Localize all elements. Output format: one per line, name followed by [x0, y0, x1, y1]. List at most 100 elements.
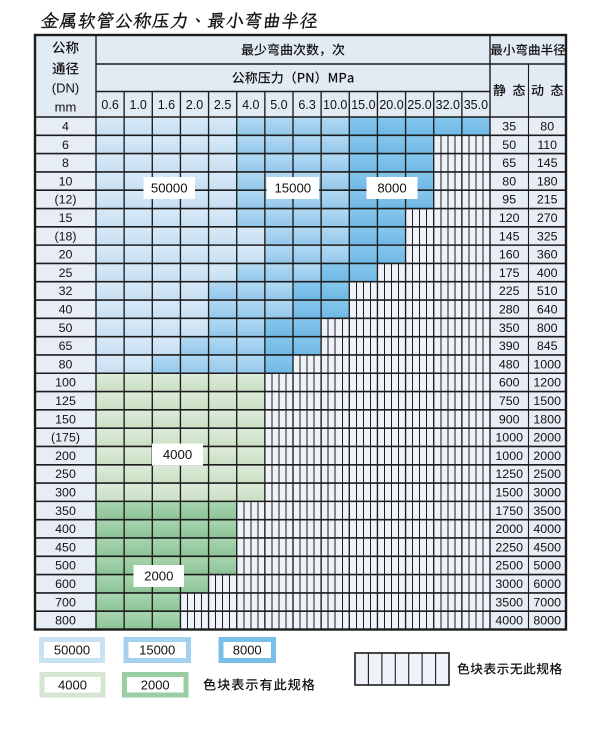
svg-text:32.0: 32.0: [436, 98, 460, 112]
svg-text:(175): (175): [51, 431, 80, 445]
svg-text:160: 160: [499, 248, 520, 262]
svg-text:7000: 7000: [533, 595, 561, 609]
svg-text:4000: 4000: [533, 522, 561, 536]
svg-text:3500: 3500: [495, 595, 523, 609]
svg-text:15.0: 15.0: [351, 98, 375, 112]
svg-text:110: 110: [537, 138, 557, 152]
svg-text:80: 80: [502, 174, 516, 188]
svg-text:2000: 2000: [141, 677, 170, 692]
svg-text:400: 400: [55, 522, 76, 536]
svg-text:400: 400: [537, 266, 558, 280]
svg-text:4000: 4000: [58, 677, 87, 692]
svg-text:1.0: 1.0: [130, 98, 147, 112]
svg-text:35: 35: [502, 120, 516, 134]
svg-text:270: 270: [537, 211, 558, 225]
svg-text:1000: 1000: [495, 449, 523, 463]
svg-text:280: 280: [499, 303, 520, 317]
svg-text:35.0: 35.0: [464, 98, 488, 112]
svg-text:900: 900: [499, 412, 520, 426]
svg-text:32: 32: [59, 284, 73, 298]
svg-text:175: 175: [499, 266, 520, 280]
svg-text:180: 180: [537, 174, 558, 188]
svg-text:25: 25: [59, 266, 73, 280]
svg-text:50: 50: [59, 321, 73, 335]
svg-text:5000: 5000: [533, 559, 561, 573]
svg-text:640: 640: [537, 303, 558, 317]
svg-text:mm: mm: [55, 100, 77, 115]
svg-text:50000: 50000: [151, 181, 188, 196]
svg-text:80: 80: [59, 357, 73, 371]
svg-text:95: 95: [502, 193, 516, 207]
svg-text:1200: 1200: [533, 376, 561, 390]
svg-text:225: 225: [499, 284, 520, 298]
svg-text:1800: 1800: [533, 412, 561, 426]
svg-text:80: 80: [540, 120, 554, 134]
svg-text:750: 750: [499, 394, 520, 408]
svg-text:2250: 2250: [495, 540, 523, 554]
svg-text:2000: 2000: [533, 431, 561, 445]
svg-text:6.3: 6.3: [298, 98, 315, 112]
svg-text:1.6: 1.6: [158, 98, 175, 112]
svg-text:2000: 2000: [495, 522, 523, 536]
svg-text:15: 15: [59, 211, 73, 225]
svg-text:8: 8: [62, 156, 69, 170]
svg-text:10: 10: [59, 174, 73, 188]
svg-text:40: 40: [59, 303, 73, 317]
svg-text:2500: 2500: [533, 467, 561, 481]
svg-text:10.0: 10.0: [323, 98, 347, 112]
svg-text:4: 4: [62, 120, 69, 134]
svg-text:1000: 1000: [533, 357, 561, 371]
svg-text:480: 480: [499, 357, 520, 371]
svg-text:1500: 1500: [495, 486, 523, 500]
svg-text:(DN): (DN): [52, 81, 79, 96]
svg-text:50: 50: [502, 138, 516, 152]
svg-text:25.0: 25.0: [407, 98, 431, 112]
svg-text:500: 500: [55, 559, 76, 573]
svg-text:145: 145: [499, 229, 520, 243]
svg-text:6: 6: [62, 138, 69, 152]
svg-text:2.5: 2.5: [214, 98, 231, 112]
svg-text:350: 350: [55, 504, 76, 518]
svg-text:200: 200: [55, 449, 76, 463]
svg-text:2000: 2000: [144, 569, 173, 584]
svg-text:8000: 8000: [533, 614, 561, 628]
svg-text:300: 300: [55, 486, 76, 500]
svg-text:600: 600: [499, 376, 520, 390]
svg-text:1000: 1000: [495, 431, 523, 445]
svg-text:0.6: 0.6: [101, 98, 118, 112]
svg-text:100: 100: [55, 376, 76, 390]
svg-text:390: 390: [499, 339, 520, 353]
svg-text:150: 150: [55, 412, 76, 426]
svg-text:50000: 50000: [54, 643, 90, 658]
svg-text:145: 145: [537, 156, 558, 170]
svg-text:125: 125: [55, 394, 76, 408]
svg-text:450: 450: [55, 540, 76, 554]
svg-text:800: 800: [55, 614, 76, 628]
svg-text:65: 65: [502, 156, 516, 170]
svg-text:(18): (18): [54, 229, 76, 243]
svg-text:20.0: 20.0: [379, 98, 403, 112]
svg-text:1750: 1750: [495, 504, 523, 518]
svg-text:1500: 1500: [533, 394, 561, 408]
svg-text:2.0: 2.0: [186, 98, 203, 112]
svg-text:600: 600: [55, 577, 76, 591]
svg-text:6000: 6000: [533, 577, 561, 591]
svg-text:65: 65: [59, 339, 73, 353]
svg-text:3500: 3500: [533, 504, 561, 518]
svg-text:325: 325: [537, 229, 558, 243]
svg-text:3000: 3000: [495, 577, 523, 591]
svg-text:4500: 4500: [533, 540, 561, 554]
svg-text:(12): (12): [54, 193, 76, 207]
svg-text:5.0: 5.0: [270, 98, 287, 112]
svg-text:8000: 8000: [233, 643, 262, 658]
svg-text:360: 360: [537, 248, 558, 262]
svg-text:4000: 4000: [163, 447, 192, 462]
svg-text:8000: 8000: [377, 181, 406, 196]
svg-text:510: 510: [537, 284, 558, 298]
svg-text:3000: 3000: [533, 486, 561, 500]
svg-text:700: 700: [55, 595, 76, 609]
svg-text:15000: 15000: [139, 643, 175, 658]
svg-text:4000: 4000: [495, 614, 523, 628]
svg-text:20: 20: [59, 248, 73, 262]
svg-text:120: 120: [499, 211, 520, 225]
